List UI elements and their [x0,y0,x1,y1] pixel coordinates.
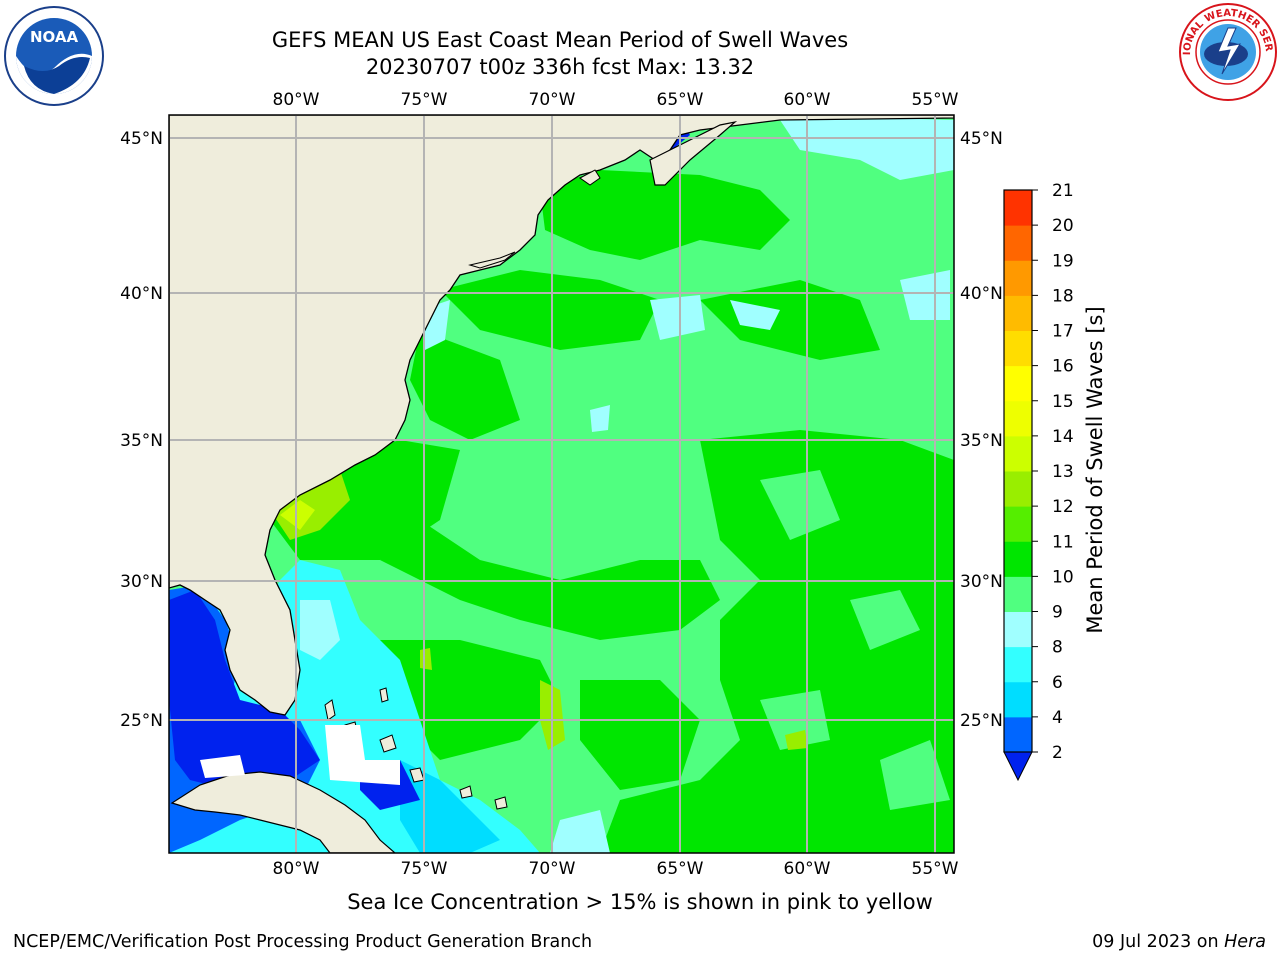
colorbar-tick-label: 14 [1052,427,1074,447]
colorbar-tick-label: 18 [1052,286,1074,306]
colorbar-label: Mean Period of Swell Waves [s] [1083,306,1107,634]
colorbar-band [1004,260,1032,296]
lon-label-top: 75°W [401,90,448,110]
colorbar-tick-label: 10 [1052,567,1074,587]
lat-label-right: 30°N [960,572,1003,592]
colorbar-band [1004,400,1032,437]
colorbar-tick-label: 2 [1052,743,1063,763]
lon-label-top: 70°W [529,90,576,110]
caption: Sea Ice Concentration > 15% is shown in … [347,890,933,914]
colorbar-tick-label: 17 [1052,322,1074,342]
colorbar-tick-label: 12 [1052,497,1074,517]
lon-label-top: 60°W [784,90,831,110]
colorbar-tick-label: 9 [1052,603,1063,623]
colorbar-band [1004,506,1032,542]
lon-label-top: 65°W [657,90,704,110]
swell-12-13s-patch [280,500,315,530]
footer-date-text: 09 Jul 2023 on [1092,932,1225,952]
colorbar-tick-label: 20 [1052,216,1074,236]
lat-labels-left: 45°N 40°N 35°N 30°N 25°N [120,129,163,731]
map-plot-area [169,115,954,853]
lon-labels-bottom: 80°W 75°W 70°W 65°W 60°W 55°W [273,859,959,879]
colorbar-tick-label: 8 [1052,638,1063,658]
chart-title: GEFS MEAN US East Coast Mean Period of S… [271,28,849,52]
map-frame [168,114,955,854]
colorbar-band [1004,471,1032,507]
nws-logo: NATIONAL WEATHER SERVICE [1178,2,1277,101]
footer-date: 09 Jul 2023 on Hera [1092,932,1266,952]
noaa-logo: NOAA [4,6,104,106]
colorbar-tick-label: 6 [1052,673,1063,693]
colorbar-tick-label: 11 [1052,532,1074,552]
colorbar-tick-label: 16 [1052,357,1074,377]
colorbar: 2 4 6 8 9 10 11 12 13 14 15 16 17 18 19 20 21 [1003,181,1074,782]
colorbar-band [1004,576,1032,612]
lat-label-left: 35°N [120,431,163,451]
colorbar-band [1004,225,1032,261]
footer-machine: Hera [1224,932,1266,952]
lat-label-left: 30°N [120,572,163,592]
colorbar-tick-label: 15 [1052,392,1074,412]
lon-labels-top: 80°W 75°W 70°W 65°W 60°W 55°W [273,90,959,110]
colorbar-tick-label: 4 [1052,708,1063,728]
swell-8-9s-patches [420,118,954,853]
colorbar-band [1004,646,1032,683]
colorbar-extend-arrow [1003,751,1033,782]
colorbar-band [1004,716,1032,753]
lat-label-right: 35°N [960,431,1003,451]
lon-label-bottom: 80°W [273,859,320,879]
lon-label-bottom: 65°W [657,859,704,879]
lat-label-right: 45°N [960,129,1003,149]
chart-subtitle: 20230707 t00z 336h fcst Max: 13.32 [365,55,755,79]
lat-labels-right: 45°N 40°N 35°N 30°N 25°N [960,129,1003,731]
lon-label-bottom: 55°W [912,859,959,879]
lat-label-left: 45°N [120,129,163,149]
swell-9-10s-patches [760,470,950,810]
land-north-america [169,115,954,716]
lon-label-bottom: 75°W [401,859,448,879]
colorbar-band [1004,295,1032,331]
colorbar-band [1004,541,1032,577]
map-grid [169,115,954,853]
colorbar-tick-label: 13 [1052,462,1074,482]
missing-data-patches [200,725,400,785]
colorbar-band [1004,435,1032,472]
colorbar-band [1004,190,1032,226]
colorbar-band [1004,365,1032,402]
lat-label-left: 25°N [120,711,163,731]
lon-label-top: 80°W [273,90,320,110]
noaa-logo-text: NOAA [30,28,79,46]
lon-label-bottom: 70°W [529,859,576,879]
lat-label-right: 25°N [960,711,1003,731]
colorbar-band [1004,330,1032,367]
colorbar-band [1004,611,1032,648]
lon-label-top: 55°W [912,90,959,110]
colorbar-tick-label: 21 [1052,181,1074,201]
colorbar-band [1004,681,1032,718]
lon-label-bottom: 60°W [784,859,831,879]
land-cuba [170,771,396,853]
footer-credit: NCEP/EMC/Verification Post Processing Pr… [13,932,593,952]
lat-label-right: 40°N [960,284,1003,304]
lat-label-left: 40°N [120,284,163,304]
colorbar-tick-label: 19 [1052,251,1074,271]
